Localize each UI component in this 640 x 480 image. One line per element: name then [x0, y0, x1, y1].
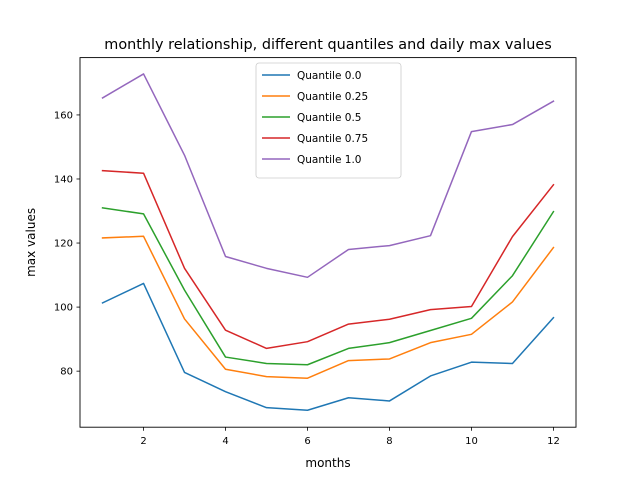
x-tick-label: 2	[140, 436, 146, 447]
x-tick-label: 10	[465, 436, 478, 447]
legend-label: Quantile 0.5	[297, 112, 361, 124]
chart-title: monthly relationship, different quantile…	[104, 37, 551, 53]
y-tick-label: 100	[54, 303, 73, 314]
y-tick-label: 140	[54, 174, 73, 185]
series-line	[101, 73, 555, 279]
legend: Quantile 0.0 Quantile 0.25 Quantile 0.5 Qua…	[255, 62, 402, 179]
axis-ticks: 2 4 6 8 10 12 80 100 120 140 160	[54, 110, 560, 447]
x-tick-label: 12	[547, 436, 560, 447]
y-tick-label: 120	[54, 239, 73, 250]
legend-label: Quantile 0.75	[297, 133, 368, 145]
legend-box	[255, 62, 402, 179]
series-line	[101, 282, 555, 411]
legend-label: Quantile 1.0	[297, 154, 361, 166]
y-tick-label: 160	[54, 110, 73, 121]
series-line	[101, 206, 555, 366]
x-tick-label: 6	[304, 436, 310, 447]
series-line	[101, 235, 555, 379]
series-lines	[101, 73, 555, 411]
x-tick-label: 4	[222, 436, 228, 447]
x-tick-label: 8	[386, 436, 392, 447]
y-tick-label: 80	[60, 367, 73, 378]
y-axis-label: max values	[24, 208, 38, 277]
legend-label: Quantile 0.25	[297, 91, 368, 103]
legend-label: Quantile 0.0	[297, 70, 361, 82]
plot-area-frame	[79, 57, 577, 428]
series-line	[101, 169, 555, 350]
x-axis-label: months	[305, 456, 350, 470]
